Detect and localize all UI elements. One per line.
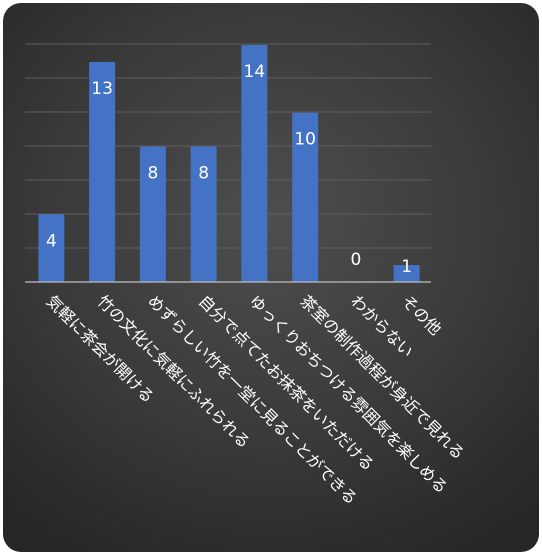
- bar-5: [292, 112, 319, 282]
- value-label-1: 13: [91, 79, 113, 99]
- value-label-3: 8: [198, 164, 209, 184]
- gridlines: [25, 43, 431, 249]
- bars: [38, 45, 420, 282]
- value-label-4: 14: [244, 62, 266, 82]
- bar-1: [89, 61, 116, 282]
- category-labels: 気軽に茶会が開ける竹の文化に気軽にふれられるめずらしい竹を一堂に見ることができる…: [43, 291, 469, 508]
- value-label-2: 8: [147, 164, 158, 184]
- value-label-6: 0: [350, 250, 361, 270]
- value-label-7: 1: [401, 257, 412, 277]
- chart-card: 4 13 8 8 14 10 0 1 気軽に茶会が開ける 竹の文化に気軽にふれられる めずらしい竹…: [3, 3, 539, 552]
- bar-chart: 4 13 8 8 14 10 0 1 気軽に茶会が開ける竹の文化に気軽にふれられるめずらしい竹…: [25, 43, 469, 508]
- value-label-0: 4: [46, 231, 57, 251]
- bar-4: [241, 45, 268, 282]
- category-label-7: その他: [398, 291, 445, 338]
- bar-0: [38, 214, 65, 282]
- value-label-5: 10: [294, 130, 316, 150]
- value-labels: 4 13 8 8 14 10 0 1: [46, 62, 412, 277]
- bar-2: [139, 146, 166, 282]
- bar-3: [190, 146, 217, 282]
- bar-7: [393, 265, 420, 282]
